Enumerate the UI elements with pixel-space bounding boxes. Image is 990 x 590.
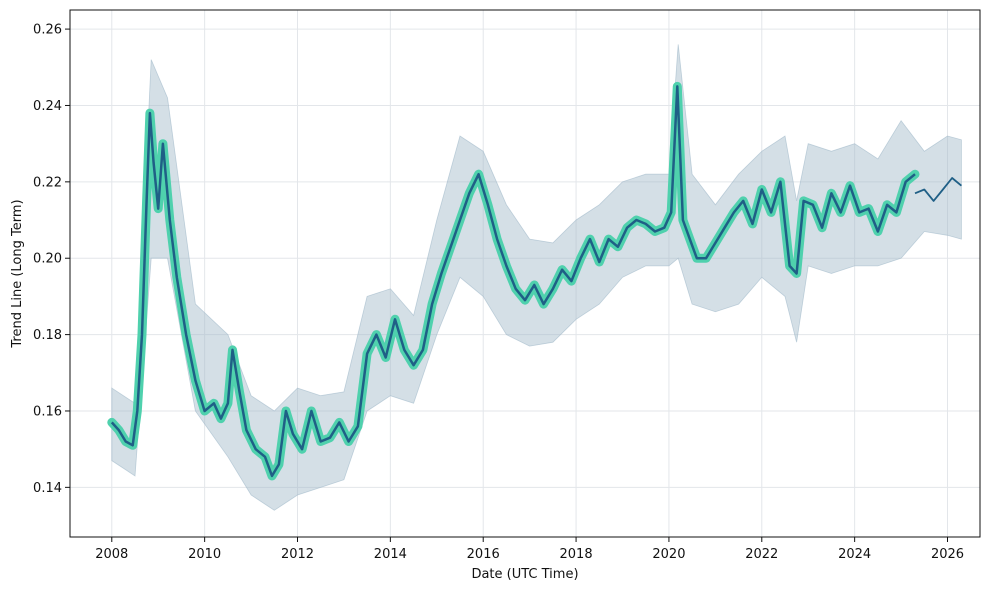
forecast-line xyxy=(914,177,962,202)
x-tick-label: 2022 xyxy=(745,547,778,562)
plot-area xyxy=(69,9,981,538)
x-tick-label: 2026 xyxy=(931,547,964,562)
confidence-band-area xyxy=(111,44,962,511)
y-tick-label: 0.18 xyxy=(33,328,62,343)
x-tick-label: 2020 xyxy=(652,547,685,562)
y-tick-label: 0.16 xyxy=(33,404,62,419)
x-tick-label: 2008 xyxy=(95,547,128,562)
historical-line xyxy=(110,85,916,478)
confidence-band xyxy=(111,44,962,511)
y-tick-label: 0.26 xyxy=(33,23,62,38)
x-tick-label: 2014 xyxy=(374,547,407,562)
x-tick-label: 2024 xyxy=(838,547,871,562)
x-tick-label: 2018 xyxy=(560,547,593,562)
y-tick-label: 0.14 xyxy=(33,481,62,496)
y-tick-label: 0.20 xyxy=(33,252,62,267)
trend-line xyxy=(110,85,962,478)
y-tick-label: 0.22 xyxy=(33,175,62,190)
x-axis: 2008 2010 2012 2014 2016 2018 2020 2022 2024 2026 xyxy=(95,537,964,562)
x-tick-label: 2012 xyxy=(281,547,314,562)
y-tick-label: 0.24 xyxy=(33,99,62,114)
x-tick-label: 2010 xyxy=(188,547,221,562)
y-axis-title: Trend Line (Long Term) xyxy=(10,199,25,348)
y-axis: 0.14 0.16 0.18 0.20 0.22 0.24 0.26 xyxy=(33,23,70,496)
x-axis-title: Date (UTC Time) xyxy=(471,567,578,582)
x-tick-label: 2016 xyxy=(467,547,500,562)
